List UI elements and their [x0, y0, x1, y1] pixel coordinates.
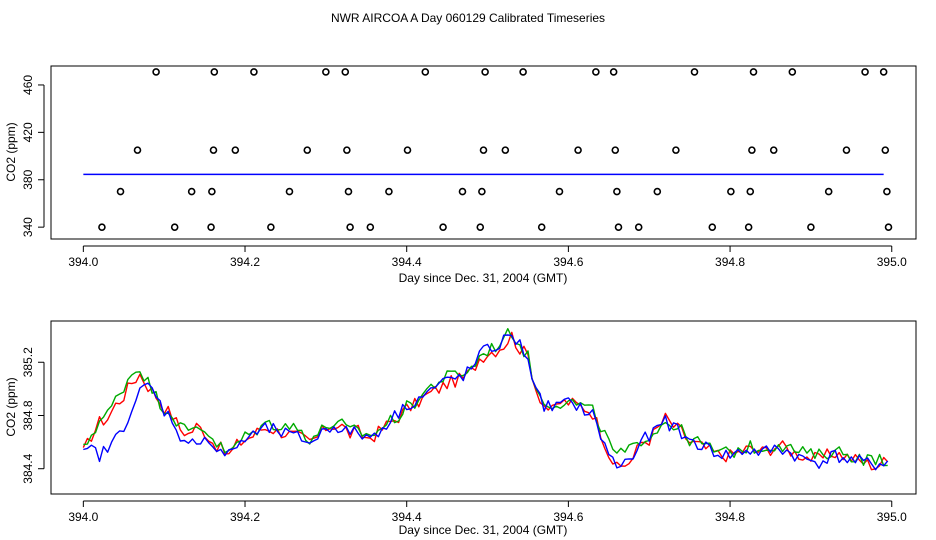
- data-point: [341, 68, 350, 76]
- data-point: [883, 187, 891, 196]
- data-point: [609, 68, 618, 76]
- data-point: [133, 146, 142, 154]
- top-x-tick-label: 394.8: [715, 255, 745, 269]
- top-x-tick-label: 394.0: [68, 255, 98, 269]
- bottom-y-axis: 384.4 384.8 385.2: [21, 347, 45, 484]
- bottom-y-tick-label: 384.4: [21, 453, 35, 483]
- bottom-x-tick-label: 394.2: [230, 510, 260, 524]
- top-y-tick-label: 380: [21, 169, 35, 189]
- top-plot-frame: [50, 65, 917, 240]
- data-point: [116, 187, 125, 196]
- bottom-x-axis-label: Day since Dec. 31, 2004 (GMT): [399, 523, 568, 537]
- red-series-line: [82, 331, 889, 471]
- data-point: [749, 68, 758, 76]
- bottom-y-tick-label: 384.8: [21, 400, 35, 430]
- blue-series-line: [83, 334, 889, 471]
- data-point: [231, 146, 240, 154]
- data-point: [653, 187, 662, 196]
- data-point: [501, 146, 510, 154]
- top-y-tick-label: 420: [21, 122, 35, 142]
- data-point: [152, 68, 160, 76]
- top-y-axis: 340 380 420 460: [21, 75, 45, 237]
- data-point: [555, 187, 564, 196]
- data-point: [421, 68, 430, 76]
- data-point: [611, 146, 620, 154]
- chart-title: NWR AIRCOA A Day 060129 Calibrated Times…: [331, 11, 605, 25]
- top-x-tick-label: 394.4: [392, 255, 422, 269]
- data-point: [343, 146, 351, 154]
- data-point: [746, 187, 755, 196]
- data-point: [476, 223, 485, 231]
- data-point: [744, 223, 753, 231]
- data-point: [708, 223, 717, 231]
- data-point: [481, 68, 489, 76]
- data-point: [842, 146, 851, 154]
- bottom-x-axis: 394.0 394.2 394.4 394.6 394.8 395.0: [68, 500, 907, 524]
- bottom-x-tick-label: 394.0: [68, 510, 98, 524]
- data-point: [861, 68, 869, 76]
- top-points-group: [98, 68, 893, 231]
- bottom-x-tick-label: 394.4: [392, 510, 422, 524]
- green-series-line: [83, 328, 888, 467]
- data-point: [250, 68, 258, 76]
- data-point: [344, 187, 353, 196]
- data-point: [478, 187, 486, 196]
- data-point: [881, 146, 890, 154]
- data-point: [614, 223, 623, 231]
- data-point: [98, 223, 106, 231]
- bottom-x-tick-label: 394.6: [553, 510, 583, 524]
- top-y-axis-label: CO2 (ppm): [4, 122, 18, 181]
- top-x-tick-label: 394.2: [230, 255, 260, 269]
- data-point: [366, 223, 375, 231]
- data-point: [884, 223, 893, 231]
- data-point: [592, 68, 600, 76]
- data-point: [170, 223, 179, 231]
- data-point: [210, 68, 219, 76]
- data-point: [634, 223, 643, 231]
- bottom-x-tick-label: 394.8: [715, 510, 745, 524]
- bottom-y-tick-label: 385.2: [21, 347, 35, 377]
- data-point: [807, 223, 815, 231]
- bottom-y-axis-label: CO2 (ppm): [4, 377, 18, 436]
- data-point: [285, 187, 294, 196]
- data-point: [537, 223, 546, 231]
- data-point: [727, 187, 735, 196]
- data-point: [187, 187, 196, 196]
- data-point: [267, 223, 275, 231]
- data-point: [769, 146, 778, 154]
- data-point: [439, 223, 447, 231]
- top-y-tick-label: 340: [21, 217, 35, 237]
- data-point: [458, 187, 467, 196]
- top-x-axis: 394.0 394.2 394.4 394.6 394.8 395.0: [68, 245, 907, 269]
- data-point: [748, 146, 756, 154]
- data-point: [788, 68, 797, 76]
- data-point: [824, 187, 833, 196]
- data-point: [207, 223, 215, 231]
- top-x-axis-label: Day since Dec. 31, 2004 (GMT): [399, 271, 568, 285]
- data-point: [879, 68, 888, 76]
- data-point: [403, 146, 412, 154]
- data-point: [208, 187, 216, 196]
- data-point: [479, 146, 488, 154]
- bottom-x-tick-label: 395.0: [877, 510, 907, 524]
- top-y-tick-label: 460: [21, 75, 35, 95]
- top-x-tick-label: 394.6: [553, 255, 583, 269]
- data-point: [613, 187, 621, 196]
- data-point: [346, 223, 354, 231]
- bottom-plot-frame: [50, 320, 917, 495]
- bottom-series-group: [82, 328, 889, 471]
- data-point: [519, 68, 527, 76]
- data-point: [574, 146, 582, 154]
- top-x-tick-label: 395.0: [877, 255, 907, 269]
- data-point: [672, 146, 680, 154]
- data-point: [209, 146, 218, 154]
- data-point: [303, 146, 312, 154]
- data-point: [322, 68, 330, 76]
- data-point: [690, 68, 699, 76]
- data-point: [385, 187, 393, 196]
